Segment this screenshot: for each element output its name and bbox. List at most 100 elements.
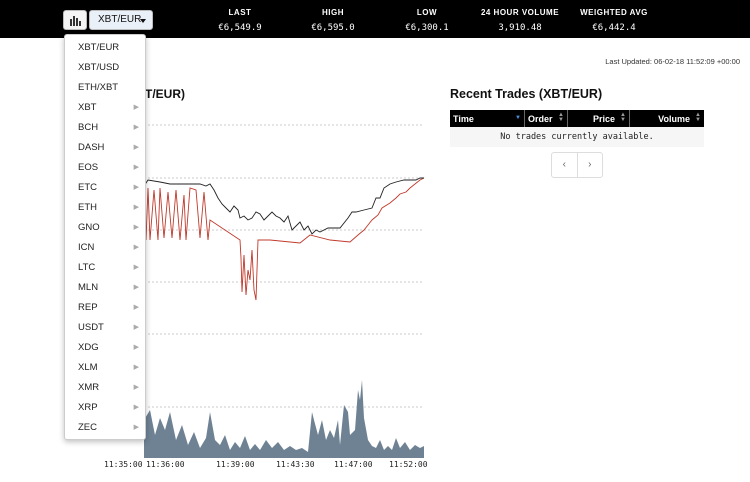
dropdown-item-ltc[interactable]: LTC ▶ [65, 258, 145, 278]
chart-toggle-button[interactable] [63, 10, 87, 30]
column-header-label: Time [453, 113, 474, 124]
dropdown-item-xlm[interactable]: XLM ▶ [65, 358, 145, 378]
dropdown-item-xbt-eur[interactable]: XBT/EUR [65, 38, 145, 58]
chevron-right-icon: ▶ [133, 304, 139, 311]
recent-trades-title: Recent Trades (XBT/EUR) [450, 87, 603, 101]
column-header-order[interactable]: Order ▲ ▼ [524, 110, 568, 127]
chevron-right-icon: ▶ [133, 244, 139, 251]
dropdown-item-xrp[interactable]: XRP ▶ [65, 398, 145, 418]
dropdown-item-label: XBT/EUR [78, 42, 120, 53]
dropdown-item-bch[interactable]: BCH ▶ [65, 118, 145, 138]
dropdown-item-label: GNO [78, 222, 100, 233]
dropdown-item-xdg[interactable]: XDG ▶ [65, 338, 145, 358]
last-updated: Last Updated: 06-02-18 11:52:09 +00:00 [605, 57, 740, 66]
stat-value: €6,442.4 [592, 23, 636, 33]
stat-weighted-avg: WEIGHTED AVG €6,442.4 [572, 8, 656, 33]
dropdown-item-label: XDG [78, 342, 99, 353]
sort-desc-icon: ▼ [515, 115, 521, 121]
dropdown-item-label: XMR [78, 382, 100, 393]
chevron-right-icon: ▶ [133, 424, 139, 431]
price-line [143, 177, 424, 235]
dropdown-item-label: EOS [78, 162, 99, 173]
bar-chart-icon [70, 16, 81, 26]
column-header-label: Price [592, 113, 615, 124]
x-tick-label: 11:35:00 [104, 460, 143, 469]
dropdown-item-label: XRP [78, 402, 98, 413]
chevron-right-icon: ▶ [133, 144, 139, 151]
x-tick-label: 11:47:00 [334, 460, 373, 469]
stat-label: WEIGHTED AVG [580, 8, 648, 17]
chevron-right-icon: ▶ [133, 104, 139, 111]
sort-icon: ▲ ▼ [558, 112, 564, 123]
dropdown-item-label: ETC [78, 182, 97, 193]
market-header: XBT/EUR LAST €6,549.9 HIGH €6,595.0 LOW … [0, 0, 750, 38]
dropdown-item-label: USDT [78, 322, 104, 333]
bid-line [143, 177, 425, 301]
column-header-label: Volume [658, 113, 690, 124]
stat-value: €6,300.1 [405, 23, 449, 33]
pager-next-button[interactable]: › [588, 159, 592, 170]
price-chart: 11:35:00 11:36:00 11:39:00 11:43:30 11:4… [104, 124, 428, 469]
dropdown-item-eos[interactable]: EOS ▶ [65, 158, 145, 178]
pager-prev-button[interactable]: ‹ [552, 153, 578, 177]
dropdown-item-gno[interactable]: GNO ▶ [65, 218, 145, 238]
dropdown-item-xbt[interactable]: XBT ▶ [65, 98, 145, 118]
trades-pager: ‹ › [551, 152, 603, 178]
volume-area [144, 380, 424, 458]
dropdown-item-label: ICN [78, 242, 95, 253]
dropdown-item-xmr[interactable]: XMR ▶ [65, 378, 145, 398]
stat-volume: 24 HOUR VOLUME 3,910.48 [470, 8, 570, 33]
chevron-right-icon: ▶ [133, 384, 139, 391]
column-header-time[interactable]: Time ▼ [450, 110, 525, 127]
stat-label: LOW [416, 8, 438, 17]
chevron-right-icon: ▶ [133, 124, 139, 131]
dropdown-item-label: BCH [78, 122, 99, 133]
column-header-volume[interactable]: Volume ▲ ▼ [629, 110, 704, 127]
stat-value: €6,595.0 [311, 23, 355, 33]
dropdown-item-eth-xbt[interactable]: ETH/XBT [65, 78, 145, 98]
pair-selector-label: XBT/EUR [98, 14, 142, 25]
sort-icon: ▲ ▼ [695, 112, 701, 123]
chevron-right-icon: ▶ [133, 264, 139, 271]
chart-title: T/EUR) [145, 87, 185, 101]
stat-low: LOW €6,300.1 [397, 8, 457, 33]
dropdown-item-dash[interactable]: DASH ▶ [65, 138, 145, 158]
chevron-right-icon: ▶ [133, 404, 139, 411]
dropdown-item-label: REP [78, 302, 98, 313]
chevron-right-icon: ▶ [133, 284, 139, 291]
dropdown-item-label: XBT [78, 102, 97, 113]
x-tick-label: 11:39:00 [216, 460, 255, 469]
sort-icon: ▲ ▼ [620, 112, 626, 123]
empty-message: No trades currently available. [450, 127, 704, 147]
stat-label: HIGH [322, 8, 344, 17]
x-tick-label: 11:43:30 [276, 460, 315, 469]
pair-selector-button[interactable]: XBT/EUR [89, 10, 153, 30]
stat-value: €6,549.9 [218, 23, 262, 33]
dropdown-item-rep[interactable]: REP ▶ [65, 298, 145, 318]
chevron-right-icon: ▶ [133, 164, 139, 171]
chevron-right-icon: ▶ [133, 224, 139, 231]
dropdown-item-usdt[interactable]: USDT ▶ [65, 318, 145, 338]
stat-value: 3,910.48 [498, 23, 542, 33]
dropdown-item-label: XLM [78, 362, 98, 373]
dropdown-item-etc[interactable]: ETC ▶ [65, 178, 145, 198]
column-header-price[interactable]: Price ▲ ▼ [567, 110, 630, 127]
caret-down-icon [140, 19, 146, 23]
dropdown-item-mln[interactable]: MLN ▶ [65, 278, 145, 298]
chevron-right-icon: ▶ [133, 364, 139, 371]
x-tick-label: 11:52:00 [389, 460, 428, 469]
dropdown-item-label: MLN [78, 282, 99, 293]
stat-label: 24 HOUR VOLUME [480, 8, 560, 17]
chevron-right-icon: ▶ [133, 344, 139, 351]
chevron-right-icon: ▶ [133, 184, 139, 191]
dropdown-item-xbt-usd[interactable]: XBT/USD [65, 58, 145, 78]
chevron-right-icon: ▶ [133, 324, 139, 331]
column-header-label: Order [528, 113, 553, 124]
recent-trades-table: Time ▼ Order ▲ ▼ Price ▲ ▼ Volume ▲ ▼ No tr… [450, 110, 704, 147]
stat-last: LAST €6,549.9 [210, 8, 270, 33]
dropdown-item-icn[interactable]: ICN ▶ [65, 238, 145, 258]
dropdown-item-zec[interactable]: ZEC ▶ [65, 418, 145, 438]
dropdown-item-eth[interactable]: ETH ▶ [65, 198, 145, 218]
chevron-right-icon: ▶ [133, 204, 139, 211]
dropdown-item-label: XBT/USD [78, 62, 120, 73]
